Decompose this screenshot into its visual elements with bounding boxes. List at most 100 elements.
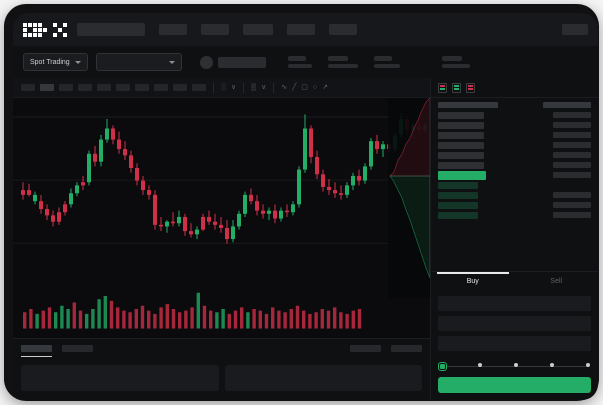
orderbook-row-spread[interactable] [438,170,591,180]
timeframe-3[interactable] [59,84,73,91]
timeframe-5[interactable] [97,84,111,91]
timeframe-7[interactable] [135,84,149,91]
orderbook-size-cell [553,112,591,118]
slider-handle[interactable] [438,361,447,371]
orderbook-price-cell [438,161,484,169]
orderbook-price-cell [438,170,486,180]
orderbook-price-cell [438,181,478,189]
line-tool-icon[interactable]: ∿ [281,84,288,91]
orders-placeholder-row [21,365,422,391]
orderbook-mode-asks[interactable] [466,82,475,93]
orderbook-row-ask[interactable] [438,111,591,119]
orderbook-row-ask[interactable] [438,161,591,169]
orderbook-size-cell [553,122,591,128]
indicators-icon[interactable]: ▒ [251,84,257,91]
order-amount-field[interactable] [438,316,591,331]
slider-node-75[interactable] [550,362,554,367]
chevron-down-icon-charttype[interactable]: ∨ [230,84,237,91]
nav-item-3[interactable] [243,24,273,35]
slider-node-50[interactable] [514,362,518,367]
main-content: ░ ∨ ▒ ∨ ∿ ╱ ▢ ○ ↗ [13,78,598,400]
order-total-field[interactable] [438,336,591,351]
nav-item-4[interactable] [287,24,315,35]
orderbook-price-cell [438,111,484,119]
orderbook-size-cell [553,132,591,138]
market-type-label: Spot Trading [30,58,70,66]
orderbook-size-cell [553,212,591,218]
bottom-action-1[interactable] [350,345,381,352]
timeframe-6[interactable] [116,84,130,91]
candlestick-chart-icon[interactable]: ░ [221,84,226,91]
orderbook-price-cell [438,201,478,209]
timeframe-9[interactable] [173,84,187,91]
timeframe-10[interactable] [192,84,206,91]
orderbook-row-ask[interactable] [438,151,591,159]
nav-account-button[interactable] [562,24,588,35]
timeframe-2[interactable] [40,84,54,91]
chart-toolbar: ░ ∨ ▒ ∨ ∿ ╱ ▢ ○ ↗ [13,78,430,98]
orderbook-row-header[interactable] [438,101,591,109]
nav-item-1[interactable] [159,24,187,35]
settings-gear-icon[interactable]: ○ [312,84,318,91]
orderbook-row-bid[interactable] [438,201,591,209]
okx-logo-icon[interactable] [23,22,67,37]
top-navigation-bar [13,13,598,46]
nav-item-5[interactable] [329,24,357,35]
orderbook-size-cell [553,162,591,168]
orderbook-price-cell [438,151,484,159]
price-chart[interactable] [13,98,430,338]
ticker-bar: Spot Trading [13,46,598,78]
orderbook-size-cell [553,142,591,148]
market-type-dropdown[interactable]: Spot Trading [23,53,88,71]
orderbook-mode-bids[interactable] [452,82,461,93]
chevron-down-icon-indicators[interactable]: ∨ [261,84,267,91]
stat-24h-high [373,56,400,68]
slider-node-25[interactable] [478,362,482,367]
bottom-box-left [21,365,219,391]
orderbook-price-cell [438,121,484,129]
timeframe-1[interactable] [21,84,35,91]
bottom-action-2[interactable] [391,345,422,352]
search-input[interactable] [77,23,145,36]
tab-buy[interactable]: Buy [431,272,515,291]
tab-open-orders[interactable] [21,345,52,357]
orderbook-size-cell [553,152,591,158]
order-form-fields [431,291,598,356]
fullscreen-icon[interactable]: ↗ [322,84,329,91]
orderbook-row-bid[interactable] [438,181,591,189]
stat-24h-volume [441,56,470,68]
candlestick-canvas [13,112,430,329]
orderbook-price-cell [438,102,498,108]
tab-sell[interactable]: Sell [515,272,599,291]
tab-buy-label: Buy [466,278,479,285]
submit-buy-button[interactable] [438,377,591,393]
orderbook-row-ask[interactable] [438,121,591,129]
orderbook-price-cell [438,211,478,219]
orderbook-depth-chart [388,98,430,298]
orderbook-rows[interactable] [431,98,598,271]
orderbook-row-bid[interactable] [438,191,591,199]
nav-item-2[interactable] [201,24,229,35]
timeframe-4[interactable] [78,84,92,91]
orderbook-row-bid[interactable] [438,211,591,219]
slider-node-100[interactable] [586,362,590,367]
camera-icon[interactable]: ▢ [301,84,308,91]
app-screen: Spot Trading [13,13,598,400]
order-price-field[interactable] [438,296,591,311]
tab-order-history[interactable] [62,345,93,352]
orderbook-row-ask[interactable] [438,131,591,139]
orderbook-row-ask[interactable] [438,141,591,149]
timeframe-8[interactable] [154,84,168,91]
pencil-icon[interactable]: ╱ [292,84,297,91]
orderbook-mode-both[interactable] [438,82,447,93]
trading-pair-selector[interactable] [95,53,182,71]
percent-slider[interactable] [438,360,590,372]
order-side-tabs: Buy Sell [431,271,598,291]
bottom-box-right [224,365,422,391]
chevron-down-icon-pair [168,60,175,64]
orders-panel [13,338,430,400]
orders-panel-tabs [21,345,422,357]
stat-last-price [287,56,312,68]
stat-24h-change [327,56,358,68]
